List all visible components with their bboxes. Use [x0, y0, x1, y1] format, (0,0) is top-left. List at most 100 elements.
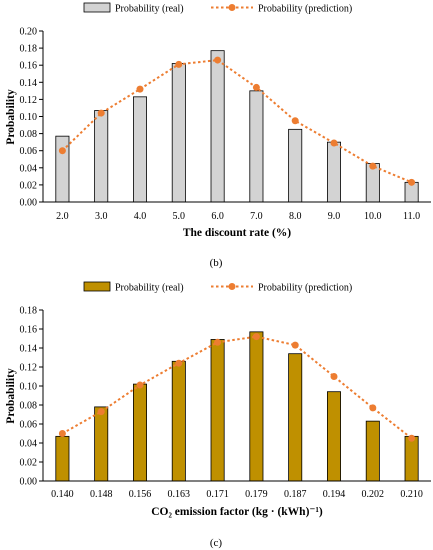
legend-swatch-real	[83, 2, 111, 13]
x-tick-label: 0.171	[206, 489, 229, 500]
legend-label-prediction: Probability (prediction)	[258, 283, 352, 294]
x-tick-label: 0.194	[323, 489, 346, 500]
y-tick-label: 0.12	[20, 363, 38, 374]
x-tick-label: 2.0	[56, 211, 69, 222]
point-prediction-0.187	[291, 341, 299, 349]
x-tick-label: 3.0	[95, 211, 108, 222]
point-prediction-0.156	[136, 381, 144, 389]
legend-marker-prediction	[228, 283, 236, 290]
point-prediction-0.140	[58, 430, 66, 437]
bar-real-0.179	[249, 331, 264, 482]
legend-label-real: Probability (real)	[115, 4, 184, 15]
bar-real-0.194	[327, 391, 341, 482]
bar-real-0.171	[210, 339, 225, 482]
bar-real-0.187	[288, 353, 303, 482]
legend-label-real: Probability (real)	[115, 283, 184, 294]
plot-area: 0.00 0.02 0.04 0.06 0.08 0.10 0.12 0.14 0.16 0.18…	[20, 306, 431, 500]
bar-real-8.0	[288, 128, 303, 203]
point-prediction-2.0	[58, 147, 66, 155]
legend-swatch-real	[83, 281, 111, 292]
point-prediction-0.202	[369, 404, 377, 412]
bar-real-5.0	[171, 63, 186, 203]
x-tick-label: 0.210	[400, 489, 423, 500]
panel-label: (b)	[210, 257, 223, 269]
x-tick-label: 9.0	[328, 211, 341, 222]
y-tick-label: 0.00	[20, 198, 38, 209]
bar-real-0.148	[94, 406, 109, 482]
x-tick-label: 8.0	[289, 211, 302, 222]
point-prediction-0.148	[97, 408, 105, 416]
line-prediction	[61, 59, 412, 184]
line-prediction	[61, 335, 413, 440]
y-tick-label: 0.16	[20, 325, 38, 336]
bar-real-0.140	[55, 435, 70, 482]
y-axis-title: Probability	[5, 89, 17, 145]
y-tick-label: 0.10	[20, 112, 38, 123]
x-tick-label: 11.0	[403, 211, 420, 222]
x-tick-label: 0.163	[168, 489, 191, 500]
legend: Probability (real) Probability (predicti…	[83, 2, 352, 15]
x-tick-label: 0.179	[245, 489, 268, 500]
point-prediction-5.0	[175, 60, 183, 68]
point-prediction-0.210	[408, 434, 416, 442]
bar-real-6.0	[210, 50, 225, 203]
panel-label: (c)	[210, 537, 223, 549]
point-prediction-0.171	[214, 338, 222, 346]
y-tick-label: 0.06	[20, 146, 38, 157]
y-tick-label: 0.18	[20, 306, 38, 317]
y-tick-label: 0.06	[20, 420, 38, 431]
plot-area: 0.00 0.02 0.04 0.06 0.08 0.10 0.12 0.14 0.16 0.18…	[20, 27, 431, 222]
x-tick-label: 5.0	[173, 211, 186, 222]
y-tick-label: 0.14	[20, 78, 38, 89]
chart-discount-rate: Probability (real) Probability (predicti…	[5, 2, 431, 269]
y-tick-label: 0.02	[20, 180, 38, 191]
y-tick-label: 0.20	[20, 27, 38, 38]
y-tick-label: 0.08	[20, 129, 38, 140]
point-prediction-10.0	[369, 162, 377, 170]
y-tick-label: 0.14	[20, 344, 38, 355]
x-axis-title: The discount rate (%)	[183, 227, 291, 239]
x-tick-label: 0.156	[129, 489, 152, 500]
y-tick-label: 0.04	[20, 163, 38, 174]
y-axis-title: Probability	[5, 368, 17, 424]
y-tick-label: 0.00	[20, 477, 38, 488]
x-tick-label: 0.148	[90, 489, 113, 500]
point-prediction-4.0	[136, 85, 144, 93]
x-tick-label: 0.202	[362, 489, 385, 500]
y-tick-label: 0.08	[20, 401, 38, 412]
bar-real-0.202	[365, 420, 380, 482]
bar-real-0.163	[171, 360, 186, 482]
bar-real-0.210	[404, 435, 419, 482]
legend-marker-prediction	[228, 4, 236, 11]
point-prediction-9.0	[330, 139, 338, 147]
bar-real-0.156	[133, 383, 147, 482]
point-prediction-3.0	[97, 109, 105, 117]
y-tick-label: 0.16	[20, 61, 38, 72]
legend-label-prediction: Probability (prediction)	[258, 4, 352, 15]
y-tick-label: 0.02	[20, 458, 38, 469]
y-tick-label: 0.12	[20, 95, 38, 106]
x-tick-label: 6.0	[211, 211, 224, 222]
x-axis-title: CO₂ emission factor (kg · (kWh)⁻¹)	[151, 506, 323, 518]
x-tick-label: 7.0	[250, 211, 263, 222]
point-prediction-11.0	[408, 178, 416, 186]
x-tick-label: 10.0	[364, 211, 382, 222]
bar-real-4.0	[133, 96, 147, 203]
x-tick-label: 0.187	[284, 489, 307, 500]
bar-real-9.0	[327, 141, 341, 203]
y-tick-label: 0.10	[20, 382, 38, 393]
legend: Probability (real) Probability (predicti…	[83, 281, 352, 294]
x-tick-label: 4.0	[134, 211, 147, 222]
y-tick-label: 0.04	[20, 439, 38, 450]
bar-real-3.0	[94, 110, 109, 203]
point-prediction-8.0	[291, 117, 299, 125]
x-tick-label: 0.140	[51, 489, 74, 500]
point-prediction-0.163	[175, 359, 183, 367]
chart-co2-emission-factor: Probability (real) Probability (predicti…	[5, 281, 431, 549]
point-prediction-6.0	[214, 56, 222, 64]
bar-real-7.0	[249, 90, 264, 203]
point-prediction-0.179	[252, 333, 260, 341]
point-prediction-0.194	[330, 373, 338, 380]
y-tick-label: 0.18	[20, 44, 38, 55]
